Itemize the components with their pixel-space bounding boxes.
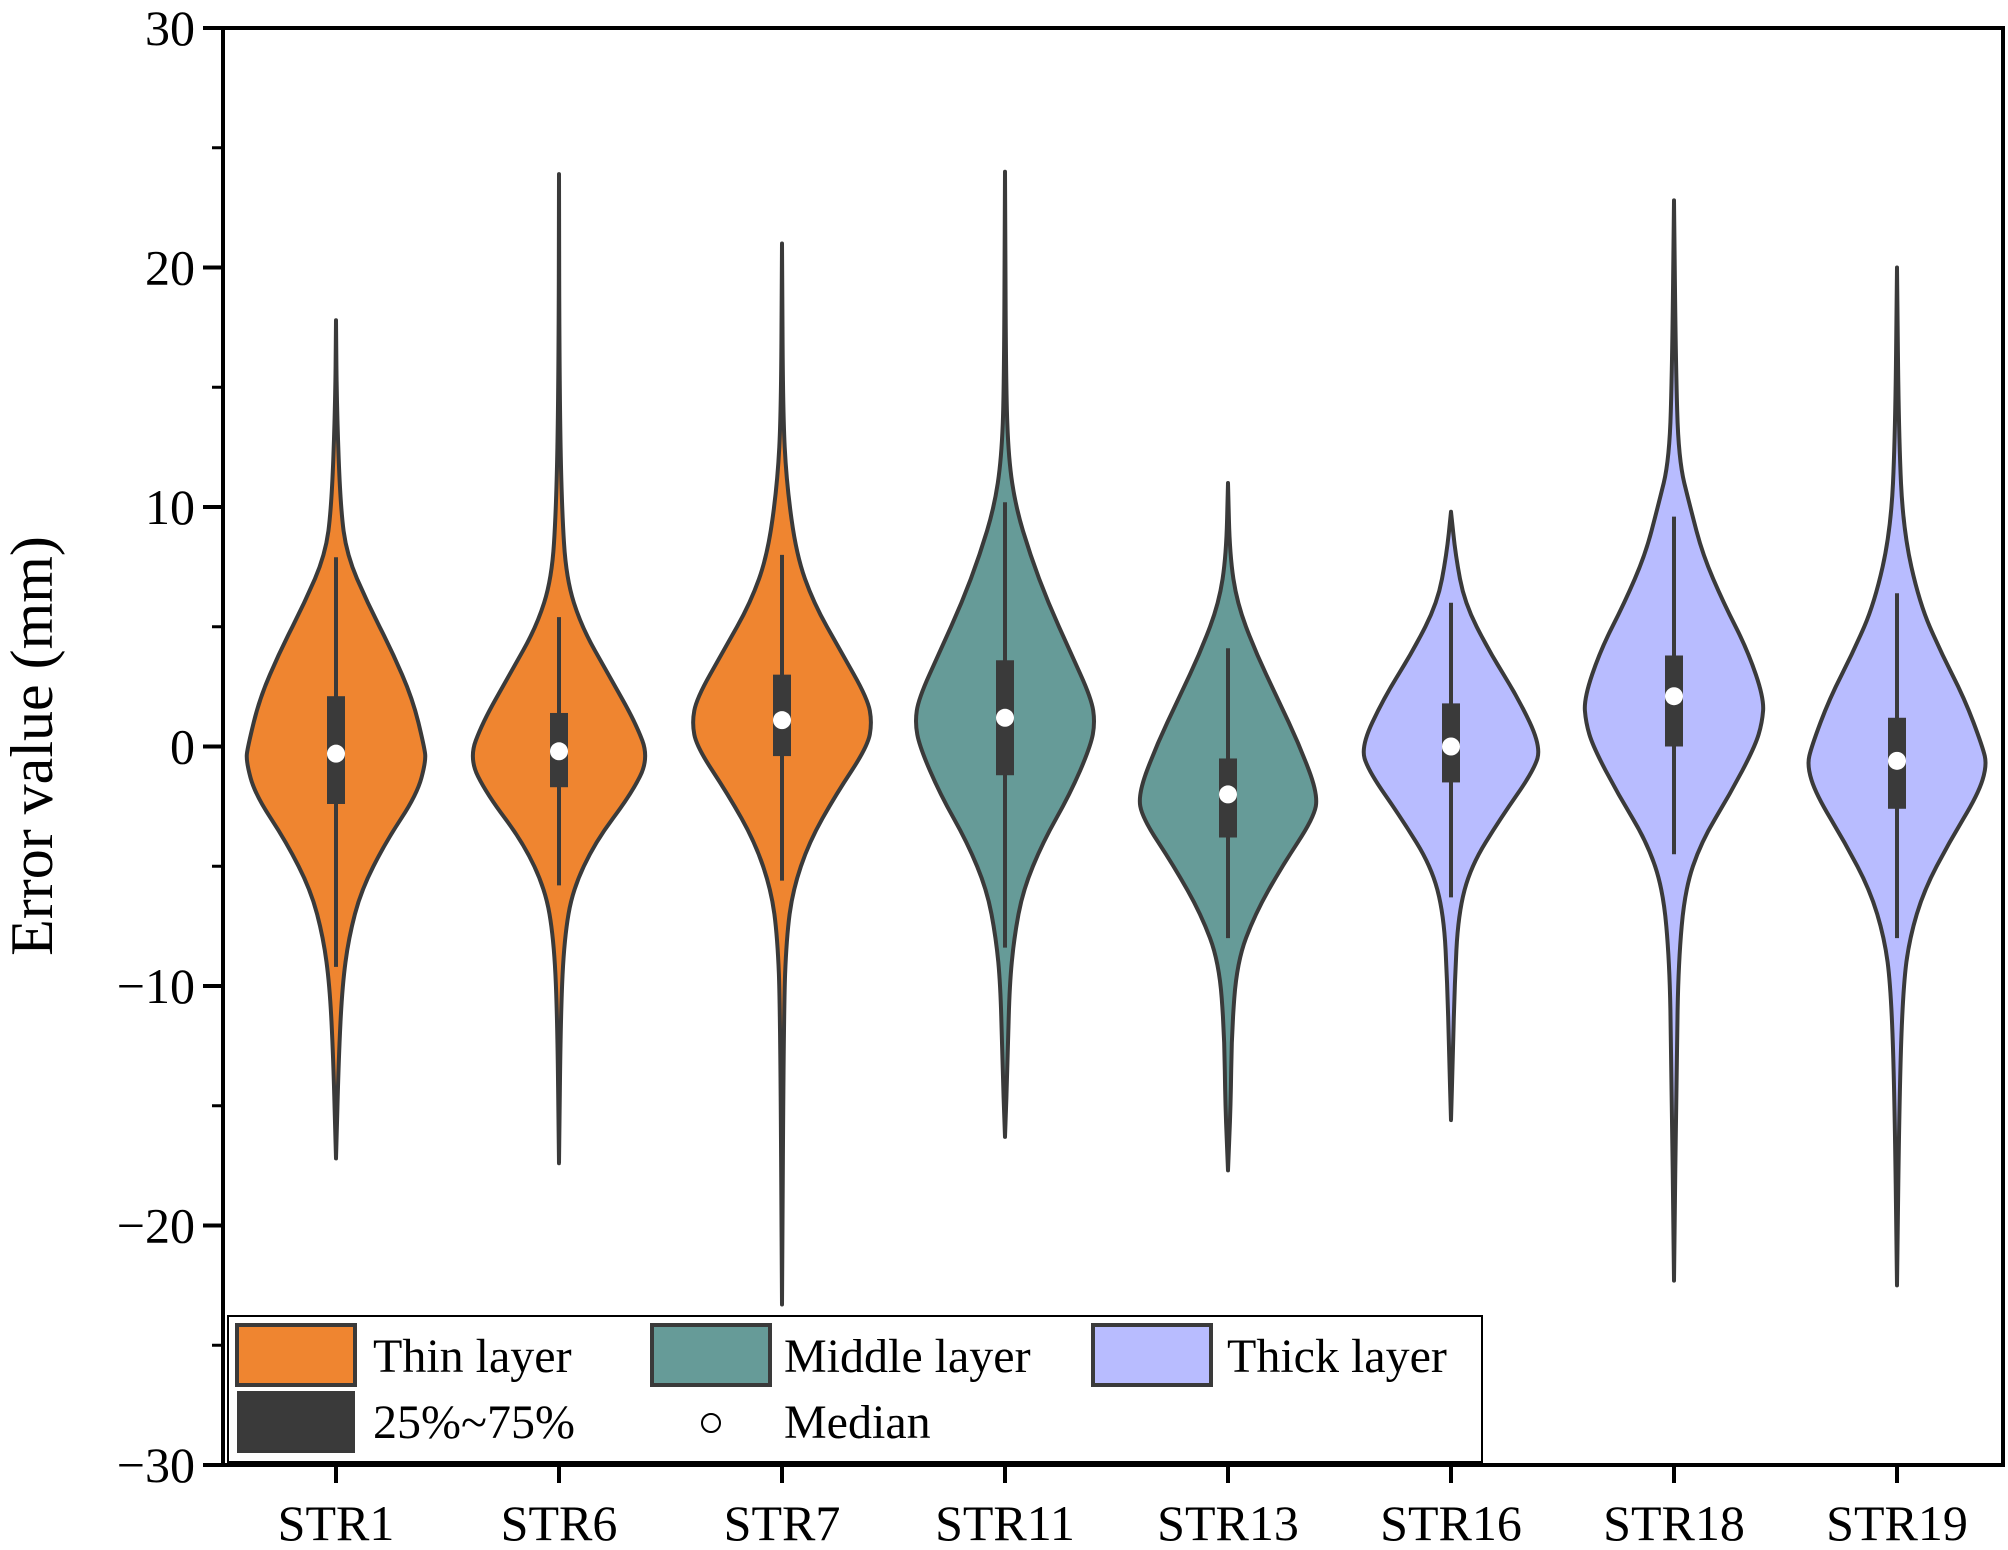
violin-str7 [691,241,873,1307]
legend-label-median: Median [784,1396,931,1449]
legend-swatch-thick-layer [1091,1323,1213,1387]
x-tick-label-str13: STR13 [1157,1495,1299,1550]
x-tick-label-str1: STR1 [278,1495,395,1550]
violin-str1 [244,318,428,1161]
x-tick-label-str7: STR7 [724,1495,841,1550]
y-axis: 30 20 10 0 −10 −20 −30 [117,0,223,1493]
x-tick-label-str19: STR19 [1826,1495,1968,1550]
median-point [1219,785,1237,804]
violin-layer [244,169,1988,1307]
violin-str16 [1361,509,1541,1123]
y-axis-title: Error value (mm) [0,536,65,956]
median-point [327,744,345,763]
median-point [1888,751,1906,770]
y-tick-label: 30 [145,0,195,56]
violin-str6 [470,172,648,1166]
y-tick-label: 0 [170,719,195,775]
median-point [996,708,1014,727]
median-point [1442,737,1460,756]
violin-str11 [914,169,1096,1139]
violin-str18 [1582,198,1766,1283]
legend: Thin layer Middle layer Thick layer 25%~… [227,1315,1483,1463]
legend-swatch-middle-layer [650,1323,772,1387]
legend-label-thick-layer: Thick layer [1227,1330,1447,1383]
legend-swatch-interquartile-box [237,1391,355,1453]
violin-str13 [1137,481,1319,1173]
x-tick-label-str11: STR11 [935,1495,1075,1550]
legend-label-thin-layer: Thin layer [373,1330,572,1383]
legend-median-marker [701,1413,721,1433]
plot-frame [221,26,2005,1467]
violin-str19 [1806,265,1988,1288]
legend-frame [227,1315,1483,1463]
x-axis: STR1 STR6 STR7 STR11 STR13 STR16 STR18 STR19 [278,1465,1968,1550]
median-point [773,711,791,730]
x-tick-label-str6: STR6 [501,1495,618,1550]
legend-label-interquartile: 25%~75% [373,1396,575,1449]
y-tick-label: −30 [117,1437,195,1493]
y-tick-label: −10 [117,958,195,1014]
y-tick-label: 20 [145,240,195,296]
median-point [550,742,568,761]
median-point [1665,687,1683,706]
legend-label-middle-layer: Middle layer [784,1330,1031,1383]
y-tick-label: 10 [145,479,195,535]
x-tick-label-str16: STR16 [1380,1495,1522,1550]
legend-swatch-thin-layer [235,1323,357,1387]
x-tick-label-str18: STR18 [1603,1495,1745,1550]
y-tick-label: −20 [117,1198,195,1254]
